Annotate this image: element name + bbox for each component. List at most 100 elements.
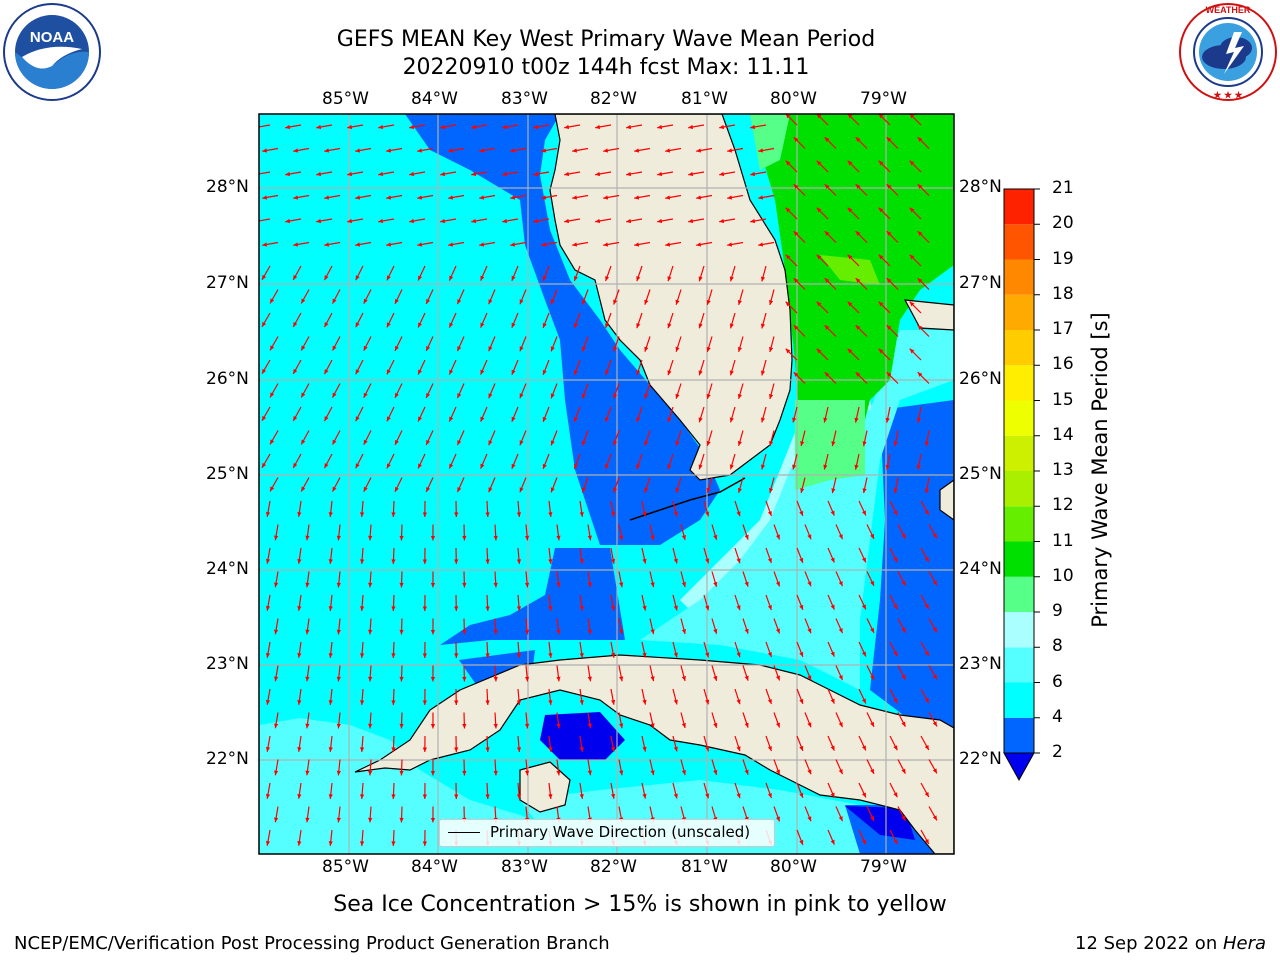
direction-arrow-head (511, 322, 516, 328)
direction-arrow-head (548, 700, 553, 705)
direction-arrow-head (262, 462, 267, 468)
colorbar-tick-label: 8 (1052, 636, 1063, 657)
direction-arrow-head (582, 487, 586, 493)
direction-arrow-head (386, 369, 391, 375)
direction-arrow-head (870, 674, 874, 680)
direction-arrow-head (422, 794, 427, 799)
direction-arrow-head (675, 440, 680, 446)
direction-arrow-head (611, 511, 616, 517)
direction-arrow-head (542, 369, 547, 375)
colorbar-segment (1004, 189, 1034, 225)
lat-tick-27n-left: 27°N (206, 273, 249, 293)
direction-arrow-head (519, 346, 524, 352)
direction-arrow-head (675, 393, 680, 399)
direction-arrow-head (519, 299, 524, 305)
direction-arrow-head (582, 440, 586, 446)
direction-arrow-head (917, 231, 923, 236)
direction-arrow-head (675, 299, 680, 305)
direction-arrow-head (454, 653, 459, 658)
florida-land (549, 114, 793, 481)
direction-arrow-head (297, 653, 302, 658)
direction-arrow-head (793, 278, 799, 283)
direction-arrow-head (681, 582, 686, 587)
direction-arrow-head (457, 346, 462, 352)
direction-arrow-head (422, 653, 427, 658)
direction-arrow-head (573, 369, 578, 375)
direction-arrow-head (541, 195, 547, 200)
direction-arrow-head (688, 124, 694, 130)
direction-arrow-head (418, 416, 422, 422)
direction-arrow-head (706, 487, 711, 493)
colorbar-tick-label: 20 (1052, 213, 1074, 234)
direction-arrow-head (394, 486, 399, 492)
direction-arrow-head (426, 439, 431, 445)
colorbar-segment (1004, 224, 1034, 260)
direction-arrow-head (448, 242, 454, 247)
direction-arrow-head (293, 321, 298, 327)
direction-arrow-head (297, 559, 302, 564)
direction-arrow-head (878, 160, 884, 166)
direction-arrow-head (360, 747, 365, 752)
direction-arrow-head (807, 534, 812, 540)
direction-arrow-head (838, 816, 843, 822)
direction-arrow-head (696, 148, 702, 153)
direction-arrow-head (572, 195, 578, 200)
direction-arrow-head (603, 148, 609, 153)
direction-arrow-head (767, 746, 772, 752)
direction-arrow-head (336, 582, 341, 588)
direction-arrow-head (760, 323, 766, 329)
direction-arrow-head (737, 346, 742, 352)
direction-arrow-head (744, 581, 749, 587)
direction-arrow-head (519, 487, 524, 493)
direction-arrow-head (336, 676, 341, 682)
sea-11-12s-patch (820, 255, 880, 285)
direction-arrow-head (642, 652, 647, 658)
colorbar (1003, 188, 1040, 782)
direction-arrow-head (807, 769, 812, 775)
direction-arrow-head (830, 745, 835, 751)
direction-arrow-head (274, 629, 279, 635)
direction-arrow-head (924, 603, 929, 609)
direction-arrow-head (430, 723, 436, 729)
direction-arrow-head (502, 124, 508, 130)
direction-arrow-head (417, 148, 423, 153)
direction-arrow-head (550, 487, 555, 493)
direction-arrow-head (713, 675, 718, 681)
direction-arrow-head (548, 794, 553, 799)
direction-arrow-head (816, 160, 822, 166)
direction-arrow-head (493, 770, 498, 776)
direction-arrow-head (332, 439, 337, 445)
direction-arrow-head (355, 369, 360, 375)
direction-arrow-head (399, 629, 404, 635)
colorbar-segment (1004, 682, 1034, 718)
direction-arrow-head (293, 242, 299, 247)
direction-arrow-head (886, 184, 892, 189)
direction-arrow-head (316, 124, 322, 130)
direction-arrow-head (328, 559, 333, 564)
direction-arrow-head (917, 325, 923, 330)
direction-arrow-head (488, 299, 493, 305)
svg-text:NOAA: NOAA (30, 29, 74, 46)
direction-arrow-head (301, 439, 306, 445)
direction-arrow-head (488, 346, 493, 352)
direction-arrow-head (696, 242, 702, 247)
map-legend: Primary Wave Direction (unscaled) (439, 819, 775, 847)
direction-arrow-head (274, 723, 279, 729)
direction-arrow-head (587, 629, 592, 635)
direction-arrow-head (368, 723, 373, 729)
direction-arrow-head (293, 274, 298, 280)
direction-arrow-head (744, 769, 749, 775)
direction-arrow-head (550, 440, 555, 446)
direction-arrow-head (301, 392, 306, 398)
direction-arrow-head (767, 605, 772, 611)
legend-label: Primary Wave Direction (unscaled) (490, 823, 751, 841)
direction-arrow-head (634, 195, 640, 200)
lon-tick-84w-top: 84°W (411, 89, 458, 109)
lon-tick-84w-bottom: 84°W (411, 857, 458, 877)
lat-tick-25n-left: 25°N (206, 464, 249, 484)
direction-arrow-head (909, 301, 915, 307)
direction-arrow-head (488, 440, 493, 446)
direction-arrow-head (265, 746, 271, 752)
direction-arrow-head (457, 393, 462, 399)
